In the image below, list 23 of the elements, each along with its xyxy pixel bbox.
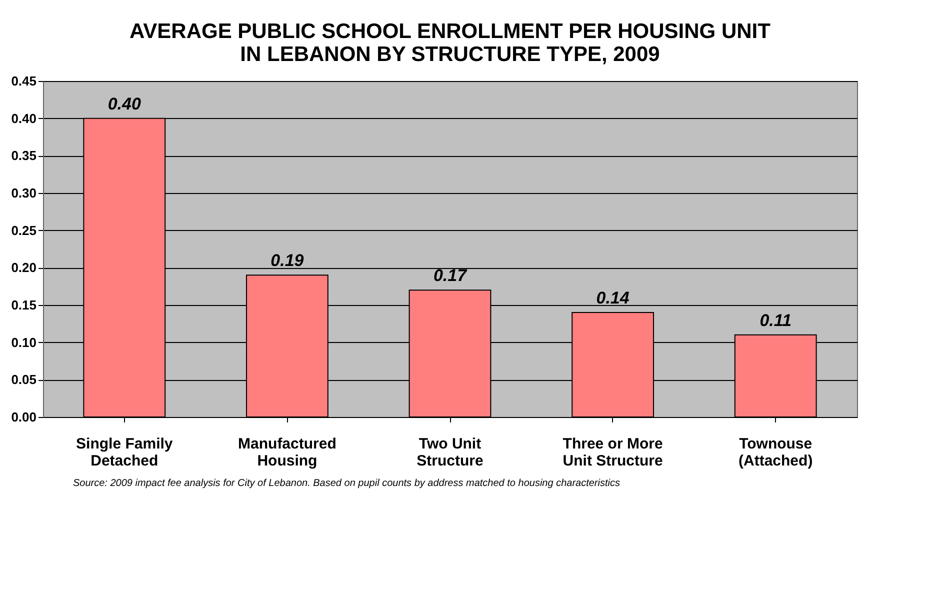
data-label: 0.11 <box>760 310 792 330</box>
y-tick-label: 0.40 <box>11 110 36 126</box>
x-tick-label: Townouse (Attached) <box>738 436 813 470</box>
y-tick-label: 0.25 <box>11 222 36 238</box>
text: IN LEBANON BY STRUCTURE TYPE, 2009 <box>240 43 660 66</box>
text: AVERAGE PUBLIC SCHOOL ENROLLMENT PER HOUSING UNIT <box>130 20 770 43</box>
y-tick-label: 0.45 <box>11 74 36 88</box>
data-label: 0.40 <box>108 94 142 114</box>
x-tick-label: Three or More Unit Structure <box>562 436 663 470</box>
data-label: 0.14 <box>596 288 630 308</box>
x-tick-label: Single Family Detached <box>76 436 174 470</box>
y-tick-label: 0.05 <box>11 372 36 388</box>
y-tick-label: 0.35 <box>11 148 36 164</box>
data-label: 0.17 <box>433 266 468 286</box>
y-tick-label: 0.30 <box>11 186 36 200</box>
y-tick-label: 0.10 <box>11 334 36 350</box>
data-label: 0.19 <box>270 251 304 270</box>
y-tick-label: 0.00 <box>11 410 36 424</box>
y-tick-label: 0.20 <box>11 260 36 276</box>
x-tick-label: Manufactured Housing <box>238 436 336 470</box>
y-tick-label: 0.15 <box>11 298 36 312</box>
source-note: Source: 2009 impact fee analysis for City of Lebanon. Based on pupil counts by address matched to housing characteristics <box>73 478 620 489</box>
x-tick-label: Two Unit Structure <box>416 436 484 470</box>
